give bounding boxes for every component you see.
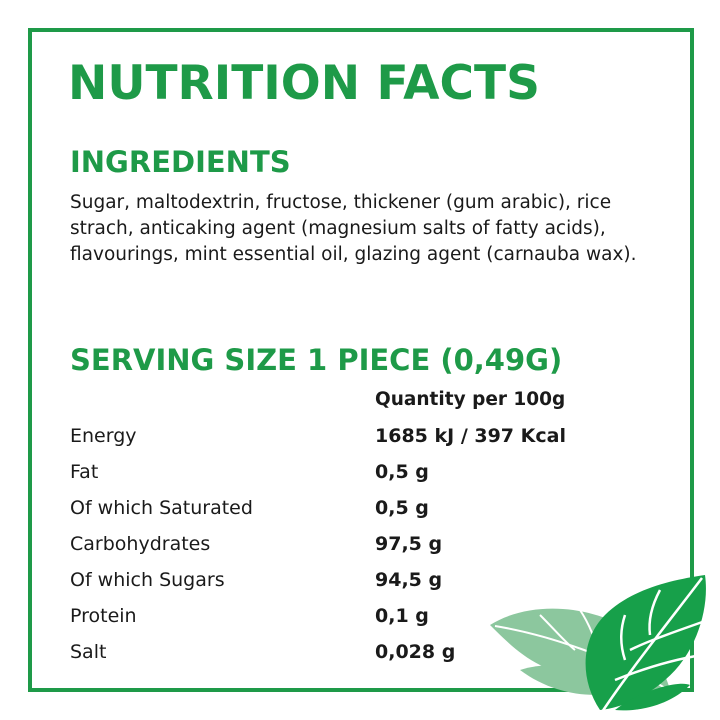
nutrition-row: Protein 0,1 g: [70, 601, 429, 631]
column-header-quantity: Quantity per 100g: [375, 389, 566, 410]
ingredients-text: Sugar, maltodextrin, fructose, thickener…: [70, 192, 637, 265]
nutrient-value: 0,5 g: [375, 497, 429, 519]
nutrition-row: Energy 1685 kJ / 397 Kcal: [70, 421, 566, 451]
nutrient-value: 1685 kJ / 397 Kcal: [375, 425, 566, 447]
nutrient-label: Protein: [70, 605, 137, 627]
nutrition-row: Carbohydrates 97,5 g: [70, 529, 442, 559]
nutrient-label: Salt: [70, 641, 107, 663]
nutrient-value: 0,1 g: [375, 605, 429, 627]
mint-leaves-icon: [490, 575, 709, 713]
nutrient-label: Carbohydrates: [70, 533, 211, 555]
nutrition-row: Salt 0,028 g: [70, 637, 455, 667]
nutrient-label: Energy: [70, 425, 137, 447]
nutrient-label: Of which Saturated: [70, 497, 253, 519]
nutrient-label: Of which Sugars: [70, 569, 225, 591]
nutrition-row: Of which Sugars 94,5 g: [70, 565, 442, 595]
nutrition-row: Of which Saturated 0,5 g: [70, 493, 429, 523]
page-title: NUTRITION FACTS: [68, 56, 540, 111]
nutrition-row: Fat 0,5 g: [70, 457, 429, 487]
nutrient-value: 97,5 g: [375, 533, 443, 555]
nutrient-value: 0,028 g: [375, 641, 456, 663]
nutrient-label: Fat: [70, 461, 99, 483]
serving-size-heading: SERVING SIZE 1 PIECE (0,49G): [70, 343, 563, 377]
border-frame: [28, 28, 694, 692]
nutrient-value: 0,5 g: [375, 461, 429, 483]
nutrient-value: 94,5 g: [375, 569, 443, 591]
ingredients-heading: INGREDIENTS: [70, 145, 291, 179]
